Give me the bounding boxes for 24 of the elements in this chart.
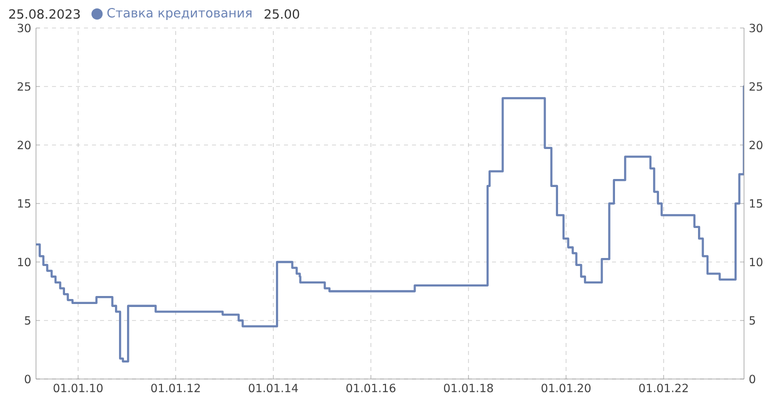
y-tick-label: 15 [18,199,30,208]
y-tick-label: 20 [18,140,31,150]
y-tick-label: 10 [18,258,31,266]
x-tick-label: 01.01.22 [639,384,688,392]
y-tick-label: 5 [24,316,30,325]
y2-tick-label: 5 [750,316,755,325]
y2-tick-label: 15 [750,199,762,208]
x-tick-label: 01.01.16 [346,384,396,392]
y2-tick-label: 0 [749,374,756,384]
x-tick-label: 01.01.20 [542,384,591,392]
text: 25.00 [264,9,300,19]
legend-label: Ставка кредитования [107,8,252,20]
y-tick-label: 30 [18,24,31,32]
x-tick-label: 01.01.10 [54,384,103,392]
x-tick-label: 01.01.12 [151,384,200,392]
text: 25.08.2023 [9,9,80,19]
y2-tick-label: 10 [750,258,762,266]
x-tick-label: 01.01.14 [248,384,298,392]
y-tick-label: 25 [18,82,30,91]
y2-tick-label: 30 [750,24,762,32]
x-tick-label: 01.01.18 [444,384,493,392]
y-tick-label: 0 [24,374,31,384]
y2-tick-label: 20 [750,140,762,150]
y2-tick-label: 25 [750,82,762,91]
